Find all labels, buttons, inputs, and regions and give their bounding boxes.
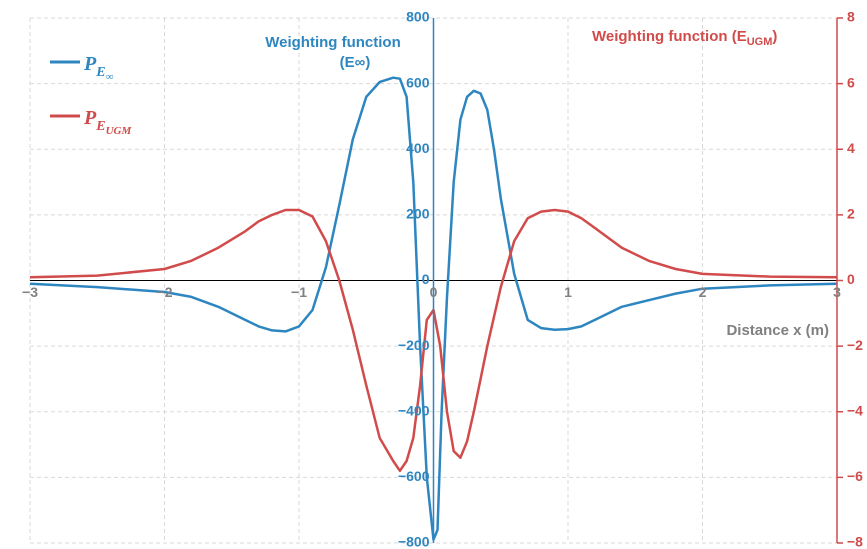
- left-axis-title-line1: Weighting function: [265, 34, 401, 51]
- x-tick-label: −1: [291, 284, 307, 300]
- right-y-tick-label: 6: [847, 74, 855, 90]
- legend-e-inf-subsub: ∞: [106, 71, 114, 83]
- series-line-e-inf: [29, 76, 838, 541]
- left-y-tick-label: 600: [406, 74, 430, 90]
- legend-e-inf-sub: E: [95, 65, 105, 80]
- left-y-tick-label: 800: [406, 9, 430, 25]
- right-axis-title-main: Weighting function (E: [592, 28, 747, 45]
- left-y-tick-label: 400: [406, 140, 430, 156]
- x-tick-label: 2: [699, 284, 707, 300]
- legend-e-ugm-sub: E: [95, 119, 105, 134]
- right-y-tick-label: −2: [847, 337, 863, 353]
- tick-labels: −3 −2 −1 0 1 2 3 −800 −600 −400 −200 0 200 400 600 800 −…: [22, 9, 863, 549]
- right-y-tick-label: 4: [847, 140, 855, 156]
- right-axis-title-sub: UGM: [747, 36, 773, 48]
- right-y-tick-label: −4: [847, 402, 863, 418]
- x-tick-label: 1: [564, 284, 572, 300]
- legend-e-ugm-main: P: [83, 107, 97, 129]
- legend-e-ugm-subsub: UGM: [106, 125, 133, 137]
- left-y-tick-label: −600: [398, 468, 430, 484]
- left-y-tick-label: −800: [398, 534, 430, 549]
- right-y-tick-label: 2: [847, 206, 855, 222]
- axes-group: [432, 17, 843, 544]
- legend: PE∞ PEUGM: [50, 53, 132, 137]
- left-y-tick-label: 200: [406, 206, 430, 222]
- right-axis-title: Weighting function (EUGM): [592, 28, 777, 48]
- right-y-tick-label: 8: [847, 9, 855, 25]
- left-y-tick-label: 0: [422, 271, 430, 287]
- right-y-tick-label: −6: [847, 468, 863, 484]
- right-y-tick-label: 0: [847, 271, 855, 287]
- left-y-tick-label: −400: [398, 402, 430, 418]
- legend-e-inf-main: P: [83, 53, 97, 75]
- right-axis-title-end: ): [772, 28, 777, 45]
- x-tick-label: −2: [157, 284, 173, 300]
- x-tick-label: 3: [833, 284, 841, 300]
- left-axis-title-line2: (E∞): [340, 54, 371, 71]
- x-tick-label: −3: [22, 284, 38, 300]
- legend-label-e-inf: PE∞: [83, 53, 114, 83]
- left-y-tick-label: −200: [398, 337, 430, 353]
- x-axis-title: Distance x (m): [726, 322, 829, 339]
- legend-label-e-ugm: PEUGM: [83, 107, 132, 137]
- x-tick-label: 0: [430, 284, 438, 300]
- right-y-tick-label: −8: [847, 534, 863, 549]
